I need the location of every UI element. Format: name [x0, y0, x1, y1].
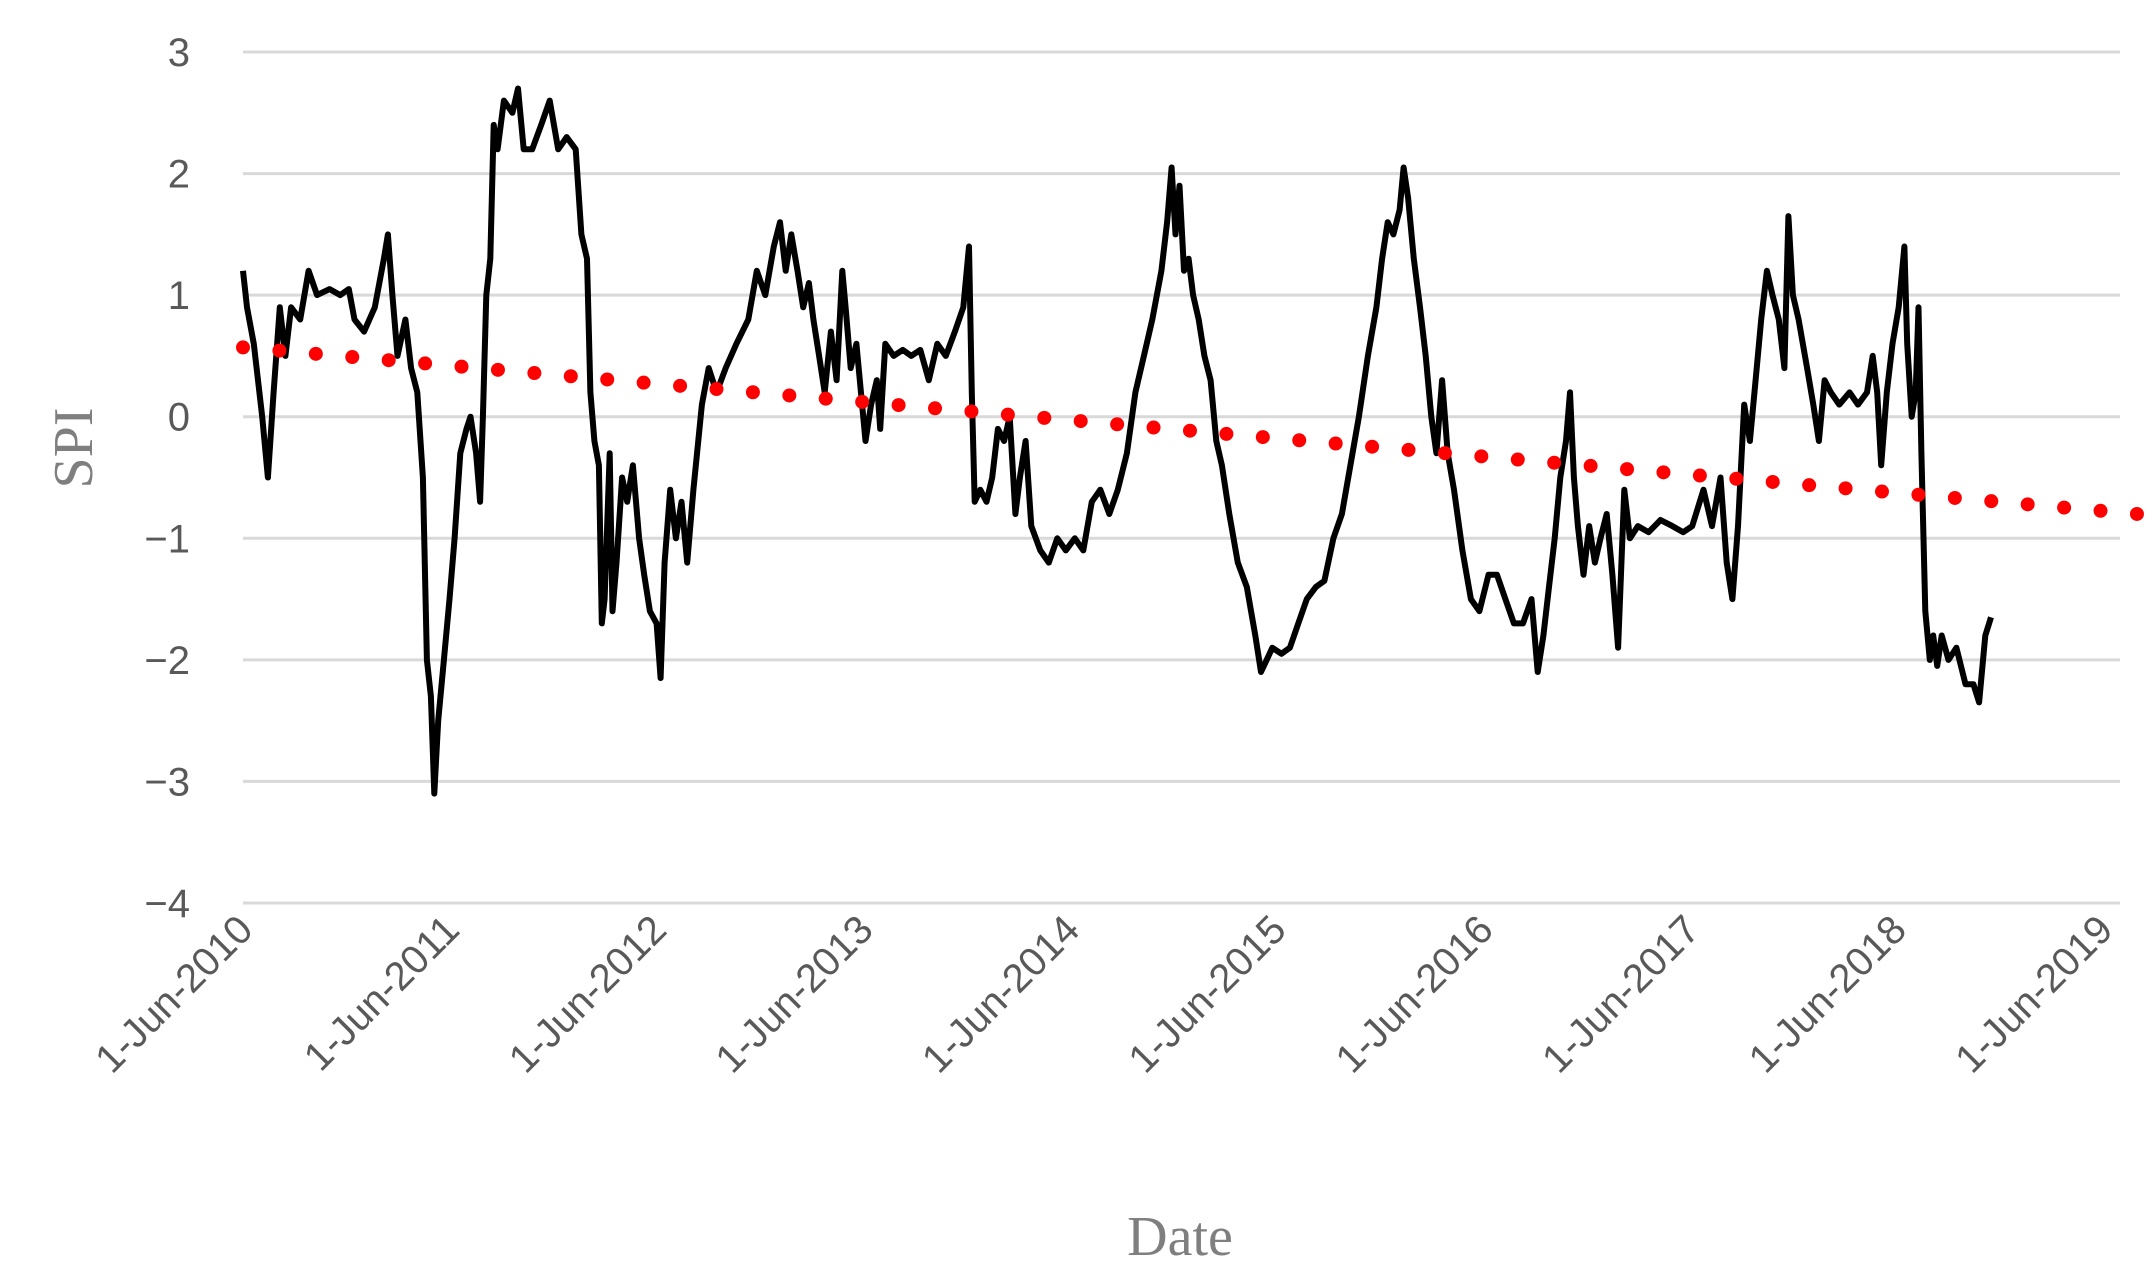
gridlines [243, 50, 2120, 905]
y-axis-ticks: 3 2 1 0 −1 −2 −3 −4 [144, 31, 190, 926]
y-tick-label: −4 [144, 882, 190, 926]
trendline-dot [418, 356, 433, 371]
trendline-dot [345, 350, 360, 365]
trendline-dot [1765, 474, 1780, 489]
trendline-dot [1583, 458, 1598, 473]
y-tick-label: −1 [144, 517, 190, 561]
y-tick-label: 0 [168, 396, 190, 440]
trendline-dot [1292, 433, 1307, 448]
trendline-dot [1911, 487, 1926, 502]
trendline-dot [1874, 484, 1889, 499]
trendline-dot [1510, 452, 1525, 467]
trendline-dot [1328, 436, 1343, 451]
trendline-dot [527, 366, 542, 381]
trendline-dot [1729, 471, 1744, 486]
trendline-dot [563, 369, 578, 384]
x-tick-label: 1-Jun-2017 [1534, 907, 1708, 1081]
y-tick-label: 3 [168, 31, 190, 75]
x-tick-label: 1-Jun-2014 [914, 907, 1088, 1081]
trendline-dot [1000, 407, 1015, 422]
x-tick-label: 1-Jun-2013 [707, 907, 881, 1081]
trendline-dot [381, 353, 396, 368]
trendline-dot [2129, 506, 2144, 521]
trendline-dot [1802, 478, 1817, 493]
trendline-dot [1365, 439, 1380, 454]
trendline-dot [818, 391, 833, 406]
trendline-dot [2093, 503, 2108, 518]
y-axis-title: SPI [43, 408, 105, 489]
trendline-dot [1146, 420, 1161, 435]
trendline-dot [1620, 462, 1635, 477]
data-series [236, 85, 2144, 797]
trendline-dot [891, 398, 906, 413]
trendline-dot [1401, 442, 1416, 457]
x-tick-label: 1-Jun-2018 [1741, 907, 1915, 1081]
trendline-dot [1838, 481, 1853, 496]
trendline-dot [2057, 500, 2072, 515]
trendline-dot [1073, 414, 1088, 429]
trendline-dot [2020, 497, 2035, 512]
trendline-dot [272, 343, 287, 358]
trendline-dot [855, 394, 870, 409]
trendline-dot [490, 362, 505, 377]
trendline-dot [1255, 430, 1270, 445]
y-tick-label: 1 [168, 274, 190, 318]
trendline-dot [454, 359, 469, 374]
y-tick-label: −2 [144, 639, 190, 683]
trendline-dot [709, 382, 724, 397]
trendline-dot [1474, 449, 1489, 464]
x-axis-title: Date [1127, 1206, 1233, 1268]
x-tick-label: 1-Jun-2011 [296, 907, 468, 1079]
trendline-dot [1219, 426, 1234, 441]
trendline-dot [928, 401, 943, 416]
trendline-dot [1984, 494, 1999, 509]
trendline-dot [1656, 465, 1671, 480]
trendline-dot [636, 375, 651, 390]
spi-series-line [240, 85, 1994, 797]
trendline-dot [1437, 446, 1452, 461]
trendline-dot [1547, 455, 1562, 470]
trendline-dot [673, 378, 688, 393]
trendline-dot [1182, 423, 1197, 438]
trendline-dot [1947, 490, 1962, 505]
x-tick-label: 1-Jun-2010 [87, 907, 261, 1081]
x-axis-ticks: 1-Jun-2010 1-Jun-2011 1-Jun-2012 1-Jun-2013… [87, 907, 2121, 1081]
trendline-dot [745, 385, 760, 400]
trendline-dot [600, 372, 615, 387]
trendline-dot [1692, 468, 1707, 483]
trendline-dot [236, 340, 250, 355]
x-tick-label: 1-Jun-2019 [1947, 907, 2121, 1081]
y-tick-label: 2 [168, 153, 190, 197]
x-tick-label: 1-Jun-2012 [501, 907, 675, 1081]
trendline-dot [1110, 417, 1125, 432]
x-tick-label: 1-Jun-2015 [1120, 907, 1294, 1081]
trendline-dot [308, 346, 323, 361]
y-tick-label: −3 [144, 760, 190, 804]
trendline-dot [1037, 410, 1052, 425]
x-tick-label: 1-Jun-2016 [1328, 907, 1502, 1081]
trendline-dot [782, 388, 797, 403]
trendline-dot [964, 404, 979, 419]
